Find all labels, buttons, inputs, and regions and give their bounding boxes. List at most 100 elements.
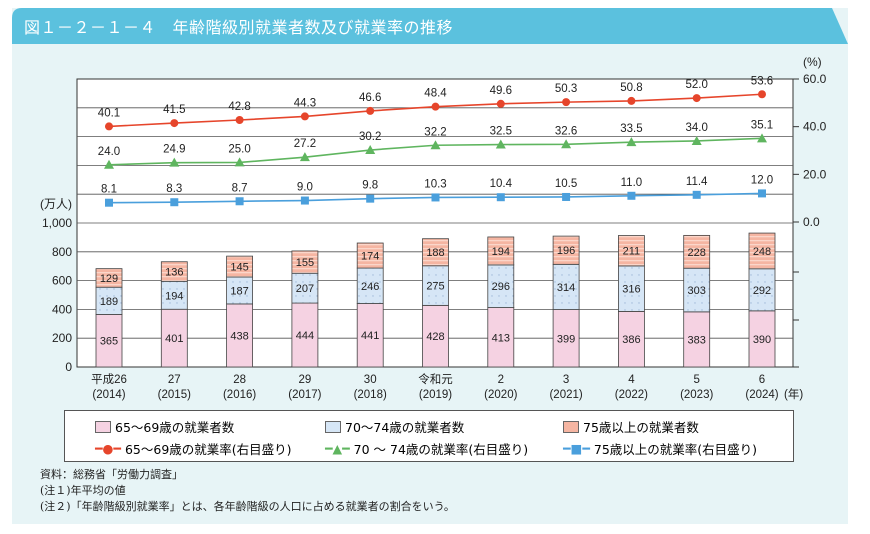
data-point xyxy=(562,192,571,201)
data-label: 50.8 xyxy=(620,82,642,94)
bar-value-label: 155 xyxy=(296,257,314,269)
note-1: (注１)年平均の値 xyxy=(40,484,126,497)
data-point xyxy=(300,112,309,121)
data-label: 34.0 xyxy=(686,122,708,134)
bar-segment xyxy=(160,261,188,282)
data-label: 9.0 xyxy=(297,182,313,194)
data-label: 49.6 xyxy=(490,85,512,97)
note-2: (注２)「年齢階級別就業率」とは、各年齢階級の人口に占める就業者の割合をいう。 xyxy=(40,500,455,513)
bar-segment xyxy=(422,265,449,306)
data-label: 24.9 xyxy=(163,144,185,156)
data-point xyxy=(366,106,375,115)
bar-value-label: 187 xyxy=(230,285,248,297)
bar-segment xyxy=(683,234,711,269)
bar-value-label: 248 xyxy=(753,246,771,258)
data-point xyxy=(169,157,180,167)
data-label: 30.2 xyxy=(359,131,381,143)
right-axis-unit: (%) xyxy=(803,55,822,69)
right-tick-label: 20.0 xyxy=(803,167,827,181)
bar-segment xyxy=(487,264,515,308)
data-point xyxy=(692,94,701,103)
data-point xyxy=(627,96,636,105)
legend-label: 70～74歳の就業者数 xyxy=(345,420,465,435)
bar-value-label: 189 xyxy=(100,296,118,308)
bar-segment xyxy=(487,236,515,266)
legend-label: 65～69歳の就業者数 xyxy=(115,420,235,435)
legend-label: 70 ～ 74歳の就業率(右目盛り) xyxy=(353,442,529,457)
x-tick-label: 4 xyxy=(628,374,635,386)
data-point xyxy=(758,90,766,99)
bar-value-label: 228 xyxy=(688,247,706,259)
triangle-marker-icon: ━▲━ xyxy=(325,441,350,456)
x-tick-year: (2016) xyxy=(223,389,256,401)
bar-segment xyxy=(356,242,384,269)
legend-item-line-70-74: ━▲━ 70 ～ 74歳の就業率(右目盛り) xyxy=(325,439,528,458)
data-point xyxy=(105,198,113,207)
bar-segment xyxy=(748,232,776,270)
bar-segment xyxy=(618,265,645,312)
right-tick-label: 60.0 xyxy=(803,72,827,86)
data-point xyxy=(234,157,245,167)
data-point xyxy=(104,159,114,169)
left-tick-label: 800 xyxy=(52,245,72,259)
data-point xyxy=(299,152,310,162)
x-axis-unit: (年) xyxy=(784,387,803,401)
data-label: 32.2 xyxy=(424,126,446,138)
x-tick-label: 30 xyxy=(364,374,377,386)
x-tick-label: 令和元 xyxy=(418,372,453,386)
bar-segment xyxy=(552,309,580,368)
data-label: 10.4 xyxy=(490,178,513,190)
bar-segment xyxy=(552,263,580,310)
bar-value-label: 207 xyxy=(296,283,314,295)
legend-item-line-65-69: ━●━ 65～69歳の就業率(右目盛り) xyxy=(95,439,292,458)
title-bar xyxy=(12,8,848,44)
x-tick-year: (2019) xyxy=(419,389,452,401)
bar-value-label: 428 xyxy=(426,331,444,343)
bar-value-label: 441 xyxy=(361,330,379,342)
legend-swatch xyxy=(563,420,579,433)
data-point xyxy=(170,119,179,128)
data-label: 46.6 xyxy=(359,92,381,104)
bar-value-label: 129 xyxy=(100,273,118,285)
bar-segment xyxy=(160,280,188,310)
bar-segment xyxy=(748,310,776,368)
bar-segment xyxy=(226,255,254,278)
bar-value-label: 246 xyxy=(361,281,379,293)
left-tick-label: 400 xyxy=(52,302,72,316)
data-label: 24.0 xyxy=(98,146,120,158)
x-tick-label: 27 xyxy=(168,374,181,386)
data-label: 40.1 xyxy=(98,107,120,119)
data-label: 8.7 xyxy=(232,182,248,194)
data-label: 32.6 xyxy=(555,125,577,137)
right-tick-label: 0.0 xyxy=(803,215,820,229)
bar-value-label: 438 xyxy=(230,330,248,342)
chart: 0 200 400 600 800 1,000 (万人) 0.0 20.0 40.0 60.0 (%)… xyxy=(40,55,827,401)
data-label: 12.0 xyxy=(751,174,773,186)
data-label: 8.3 xyxy=(166,183,182,195)
left-tick-label: 1,000 xyxy=(42,216,72,230)
data-point xyxy=(366,194,375,203)
bar-value-label: 196 xyxy=(557,245,575,257)
square-marker-icon: ━■━ xyxy=(563,441,590,456)
data-label: 32.5 xyxy=(490,126,512,138)
data-point xyxy=(626,137,637,147)
legend-label: 65～69歳の就業率(右目盛り) xyxy=(124,442,292,457)
legend-item-line-75plus: ━■━ 75歳以上の就業率(右目盛り) xyxy=(563,439,757,458)
left-tick-label: 0 xyxy=(65,360,72,374)
data-point xyxy=(627,191,636,200)
data-label: 48.4 xyxy=(424,88,447,100)
legend-item-bar-75plus: 75歳以上の就業者数 xyxy=(563,417,699,436)
x-tick-label: 6 xyxy=(759,374,765,386)
bar-segment xyxy=(618,235,645,267)
bar-value-label: 211 xyxy=(623,246,641,258)
bar-segment xyxy=(356,267,384,304)
bar-value-label: 386 xyxy=(622,334,640,346)
data-point xyxy=(170,198,179,207)
data-label: 50.3 xyxy=(555,83,577,95)
data-point xyxy=(757,133,767,143)
x-tick-year: (2021) xyxy=(549,389,582,401)
legend-item-bar-70-74: 70～74歳の就業者数 xyxy=(325,417,464,436)
data-point xyxy=(105,122,113,131)
x-tick-year: (2023) xyxy=(680,389,713,401)
x-tick-year: (2022) xyxy=(615,389,648,401)
